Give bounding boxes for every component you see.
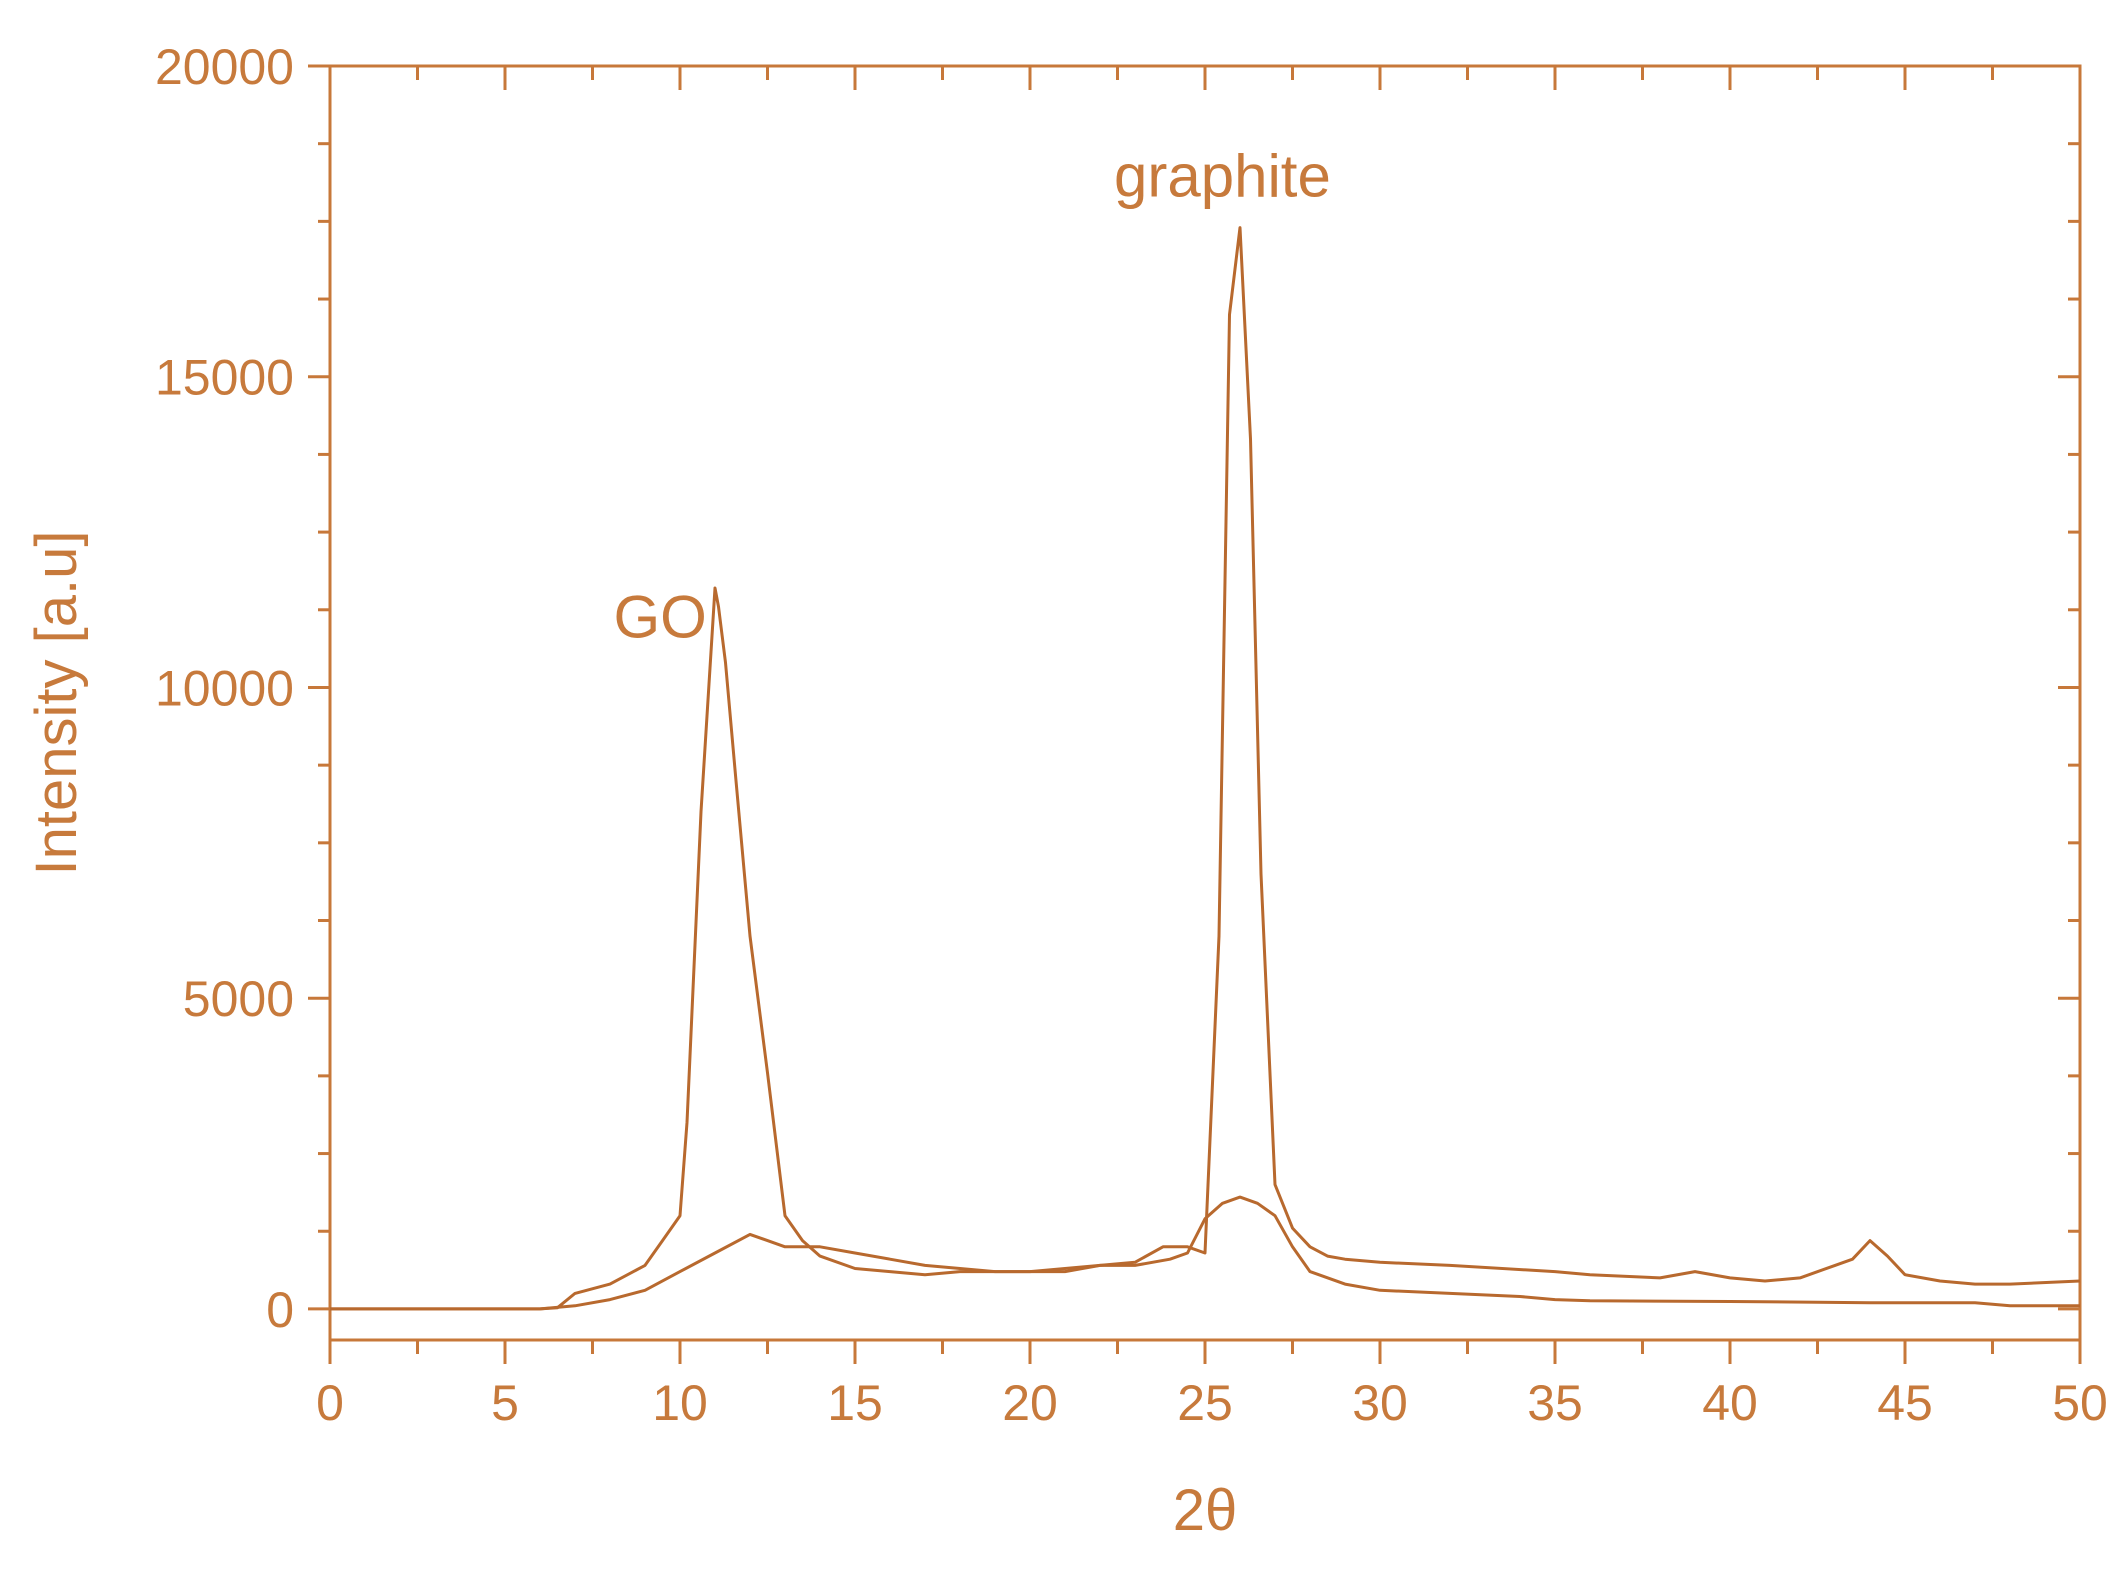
series-line-1	[330, 586, 2080, 1311]
x-tick-label: 20	[1002, 1375, 1058, 1431]
y-tick-label: 5000	[183, 971, 294, 1027]
y-tick-label: 10000	[155, 660, 294, 716]
y-tick-label: 0	[266, 1282, 294, 1338]
series-layer	[330, 226, 2081, 1311]
y-tick-label: 20000	[155, 39, 294, 95]
x-tick-label: 15	[827, 1375, 883, 1431]
x-tick-label: 50	[2052, 1375, 2108, 1431]
x-tick-label: 30	[1352, 1375, 1408, 1431]
x-tick-label: 10	[652, 1375, 708, 1431]
x-axis-title: 2θ	[1173, 1478, 1238, 1543]
plot-frame	[328, 64, 2082, 1342]
x-tick-label: 35	[1527, 1375, 1583, 1431]
plot-border	[328, 64, 2082, 1342]
y-axis-title: Intensity [a.u]	[24, 531, 89, 876]
y-tick-label: 15000	[155, 350, 294, 406]
x-axis-ticks: 0 5 10 15 20 25 30 35 40 45 50	[316, 66, 2108, 1431]
x-tick-label: 40	[1702, 1375, 1758, 1431]
series-line-2	[330, 226, 2081, 1311]
x-tick-label: 45	[1877, 1375, 1933, 1431]
annotation-label: GO	[614, 584, 707, 651]
x-tick-label: 5	[491, 1375, 519, 1431]
x-tick-label: 0	[316, 1375, 344, 1431]
y-axis-ticks: 0 5000 10000 15000 20000	[155, 39, 2080, 1338]
annotation-layer: GO graphite	[614, 143, 1331, 651]
x-tick-label: 25	[1177, 1375, 1233, 1431]
annotation-label: graphite	[1114, 143, 1331, 210]
